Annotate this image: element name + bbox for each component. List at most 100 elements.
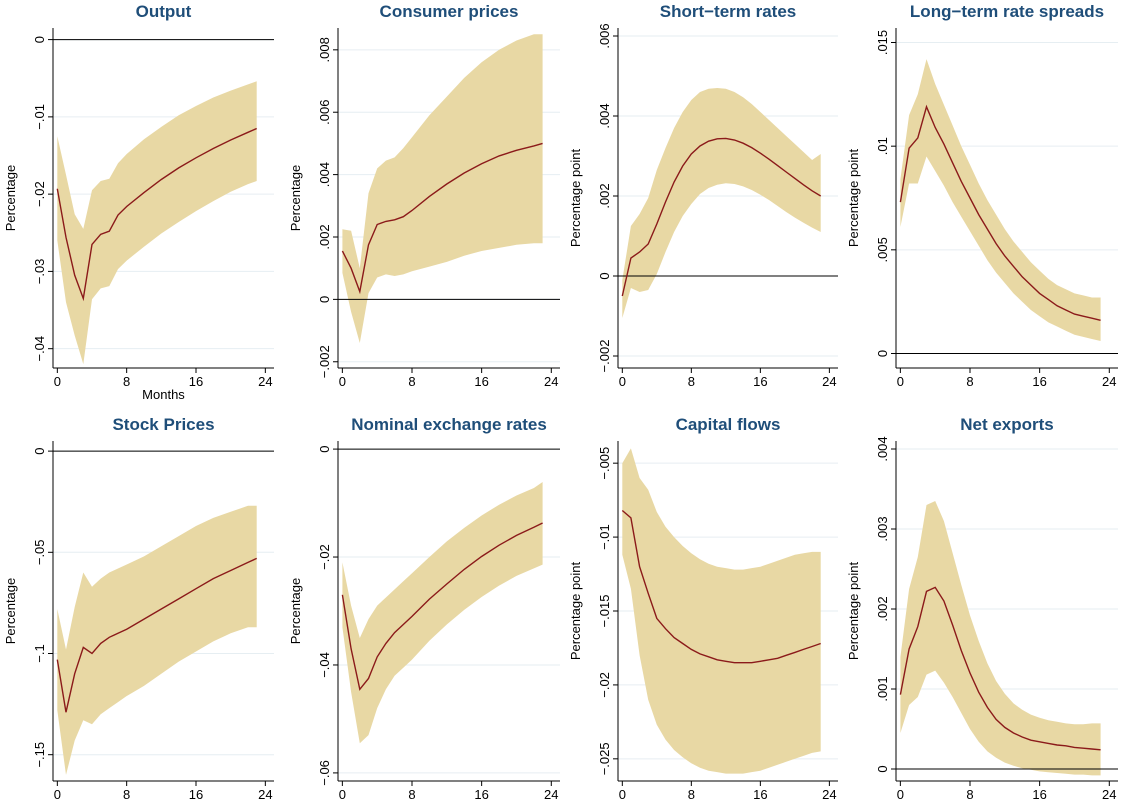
y-tick-label: −.05 (32, 539, 47, 565)
x-tick-label: 8 (408, 374, 415, 389)
y-tick-label: −.015 (597, 595, 612, 628)
y-axis-label: Percentage (3, 165, 18, 232)
x-tick-label: 16 (474, 374, 488, 389)
response-line (621, 509, 821, 664)
y-tick-label: −.15 (32, 742, 47, 768)
y-tick-label: .015 (875, 30, 890, 55)
x-tick-label: 16 (474, 787, 488, 799)
y-tick-label: −.02 (597, 672, 612, 698)
panel-6: −.06 −.04 −.02 0 0 8 16 24 Nominal exchange rate… (288, 415, 560, 799)
x-tick-label: 16 (753, 787, 767, 799)
y-tick-label: 0 (875, 765, 890, 772)
x-tick-label: 8 (123, 374, 130, 389)
y-tick-label: .006 (597, 23, 612, 48)
y-tick-label: −.01 (597, 524, 612, 550)
x-tick-label: 0 (339, 374, 346, 389)
y-tick-label: .006 (317, 100, 332, 125)
x-tick-label: 8 (688, 787, 695, 799)
response-line (899, 104, 1101, 321)
response-line (621, 137, 822, 297)
y-tick-label: −.005 (597, 447, 612, 480)
y-tick-label: −.002 (317, 345, 332, 378)
response-line (56, 557, 257, 713)
response-line (341, 522, 543, 691)
y-tick-label: 0 (875, 350, 890, 357)
y-axis-label: Percentage point (568, 148, 583, 247)
x-tick-label: 24 (1102, 374, 1116, 389)
y-tick-label: .002 (597, 183, 612, 208)
y-tick-label: −.04 (317, 652, 332, 678)
confidence-band (57, 505, 257, 775)
confidence-band (342, 482, 543, 744)
x-tick-label: 24 (544, 787, 558, 799)
y-tick-label: −.01 (32, 104, 47, 130)
y-tick-label: .002 (875, 596, 890, 621)
y-tick-label: 0 (32, 448, 47, 455)
x-tick-label: 8 (966, 787, 973, 799)
y-tick-label: −.002 (597, 340, 612, 373)
y-tick-label: .005 (875, 237, 890, 262)
y-axis-label: Percentage (288, 578, 303, 645)
x-tick-label: 24 (258, 374, 272, 389)
x-tick-label: 16 (189, 374, 203, 389)
x-tick-label: 8 (408, 787, 415, 799)
panel-1: −.04 −.03 −.02 −.01 0 0 8 16 24 Output Percentage M… (3, 2, 274, 402)
confidence-band (57, 81, 257, 365)
x-tick-label: 16 (753, 374, 767, 389)
x-tick-label: 0 (619, 787, 626, 799)
panel-8: 0 .001 .002 .003 .004 0 8 16 24 Net exports Percen… (846, 415, 1118, 799)
panel-title: Capital flows (676, 415, 781, 434)
confidence-band (342, 34, 543, 343)
y-tick-label: .003 (875, 516, 890, 541)
x-axis-label: Months (142, 387, 185, 402)
x-tick-label: 0 (619, 374, 626, 389)
y-axis-label: Percentage point (846, 148, 861, 247)
y-tick-label: .001 (875, 676, 890, 701)
y-tick-label: 0 (597, 272, 612, 279)
y-tick-label: 0 (317, 445, 332, 452)
x-tick-label: 8 (966, 374, 973, 389)
y-tick-label: .004 (597, 103, 612, 128)
x-tick-label: 8 (123, 787, 130, 799)
y-tick-label: −.02 (317, 544, 332, 570)
panel-5: −.15 −.1 −.05 0 0 8 16 24 Stock Prices Percentage (3, 415, 274, 799)
y-tick-label: −.03 (32, 259, 47, 285)
x-tick-label: 0 (54, 787, 61, 799)
y-axis-label: Percentage point (846, 561, 861, 660)
y-tick-label: .002 (317, 224, 332, 249)
y-tick-label: −.02 (32, 181, 47, 207)
panel-3: −.002 0 .002 .004 .006 0 8 16 24 Short−term rates… (568, 2, 838, 389)
response-line (341, 142, 543, 295)
x-tick-label: 24 (544, 374, 558, 389)
x-tick-label: 24 (258, 787, 272, 799)
y-tick-label: .004 (317, 162, 332, 187)
confidence-band (622, 448, 821, 774)
y-axis-label: Percentage (3, 578, 18, 645)
x-tick-label: 8 (688, 374, 695, 389)
y-tick-label: −.04 (32, 336, 47, 362)
panel-4: 0 .005 .01 .015 0 8 16 24 Long−term rate spreads… (846, 2, 1118, 389)
x-tick-label: 24 (822, 787, 836, 799)
x-tick-label: 0 (897, 787, 904, 799)
x-tick-label: 24 (1102, 787, 1116, 799)
y-tick-label: .004 (875, 436, 890, 461)
y-tick-label: −.06 (317, 760, 332, 786)
response-line (899, 586, 1101, 751)
x-tick-label: 24 (822, 374, 836, 389)
panel-title: Stock Prices (112, 415, 214, 434)
confidence-band (622, 88, 821, 318)
x-tick-label: 16 (1032, 787, 1046, 799)
x-tick-label: 16 (189, 787, 203, 799)
y-tick-label: 0 (317, 296, 332, 303)
x-tick-label: 0 (339, 787, 346, 799)
x-tick-label: 0 (897, 374, 904, 389)
panel-title: Net exports (960, 415, 1054, 434)
panel-2: −.002 0 .002 .004 .006 .008 0 8 16 24 Consumer pri… (288, 2, 560, 389)
response-line (56, 127, 257, 302)
panel-title: Consumer prices (380, 2, 519, 21)
panel-title: Long−term rate spreads (910, 2, 1104, 21)
confidence-band (900, 59, 1101, 341)
y-tick-label: 0 (32, 36, 47, 43)
y-tick-label: −.1 (32, 644, 47, 662)
